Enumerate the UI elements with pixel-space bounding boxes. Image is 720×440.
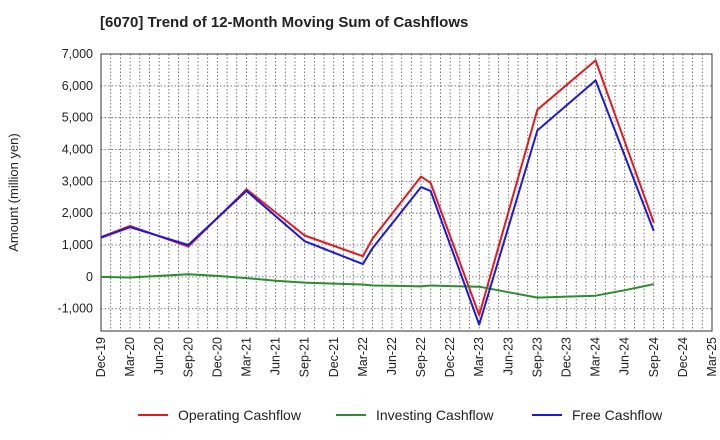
x-tick-label: Sep-23 xyxy=(530,337,544,377)
y-axis: -1,000 0 1,000 2,000 3,000 4,000 5,000 6,000 7,0… xyxy=(58,47,94,316)
x-tick-label: Dec-23 xyxy=(560,337,574,377)
x-tick-label: Sep-20 xyxy=(181,337,195,377)
legend-label: Investing Cashflow xyxy=(376,407,494,423)
series-lines xyxy=(100,59,655,326)
x-axis: Dec-19 Mar-20 Jun-20 Sep-20 Dec-20 Mar-21 Jun-… xyxy=(94,337,719,377)
plot-area xyxy=(100,53,713,332)
x-tick-label: Jun-22 xyxy=(385,337,399,375)
x-tick-label: Dec-21 xyxy=(327,337,341,377)
y-axis-label: Amount (million yen) xyxy=(6,133,21,252)
series-line-operating-cashflow xyxy=(100,59,655,317)
x-tick-label: Jun-21 xyxy=(269,337,283,375)
x-tick-label: Mar-22 xyxy=(356,337,370,377)
y-tick-label: 0 xyxy=(86,270,93,284)
y-tick-label: 7,000 xyxy=(62,47,93,61)
x-tick-label: Mar-23 xyxy=(472,337,486,377)
series-line-free-cashflow xyxy=(100,79,655,326)
x-tick-label: Mar-20 xyxy=(123,337,137,377)
x-tick-label: Jun-24 xyxy=(618,337,632,375)
x-tick-label: Mar-24 xyxy=(589,337,603,377)
x-tick-label: Dec-22 xyxy=(443,337,457,377)
x-tick-label: Sep-22 xyxy=(414,337,428,377)
x-tick-label: Dec-24 xyxy=(676,337,690,377)
y-tick-label: 4,000 xyxy=(62,143,93,157)
y-tick-label: 6,000 xyxy=(62,79,93,93)
grid xyxy=(100,53,713,331)
legend-label: Free Cashflow xyxy=(572,407,663,423)
x-tick-label: Jun-20 xyxy=(152,337,166,375)
x-tick-label: Mar-21 xyxy=(239,337,253,377)
x-tick-label: Sep-24 xyxy=(647,337,661,377)
y-tick-label: 5,000 xyxy=(62,111,93,125)
y-tick-label: -1,000 xyxy=(58,302,93,316)
y-tick-label: 1,000 xyxy=(62,238,93,252)
x-tick-label: Jun-23 xyxy=(501,337,515,375)
x-tick-label: Mar-25 xyxy=(705,337,719,377)
y-tick-label: 2,000 xyxy=(62,206,93,220)
series-line-investing-cashflow xyxy=(100,273,655,299)
x-tick-label: Dec-20 xyxy=(210,337,224,377)
x-tick-label: Dec-19 xyxy=(94,337,108,377)
legend: Operating Cashflow Investing Cashflow Free… xyxy=(138,407,663,423)
x-tick-label: Sep-21 xyxy=(298,337,312,377)
legend-label: Operating Cashflow xyxy=(178,407,302,423)
y-tick-label: 3,000 xyxy=(62,174,93,188)
chart-title: [6070] Trend of 12-Month Moving Sum of C… xyxy=(100,14,469,31)
